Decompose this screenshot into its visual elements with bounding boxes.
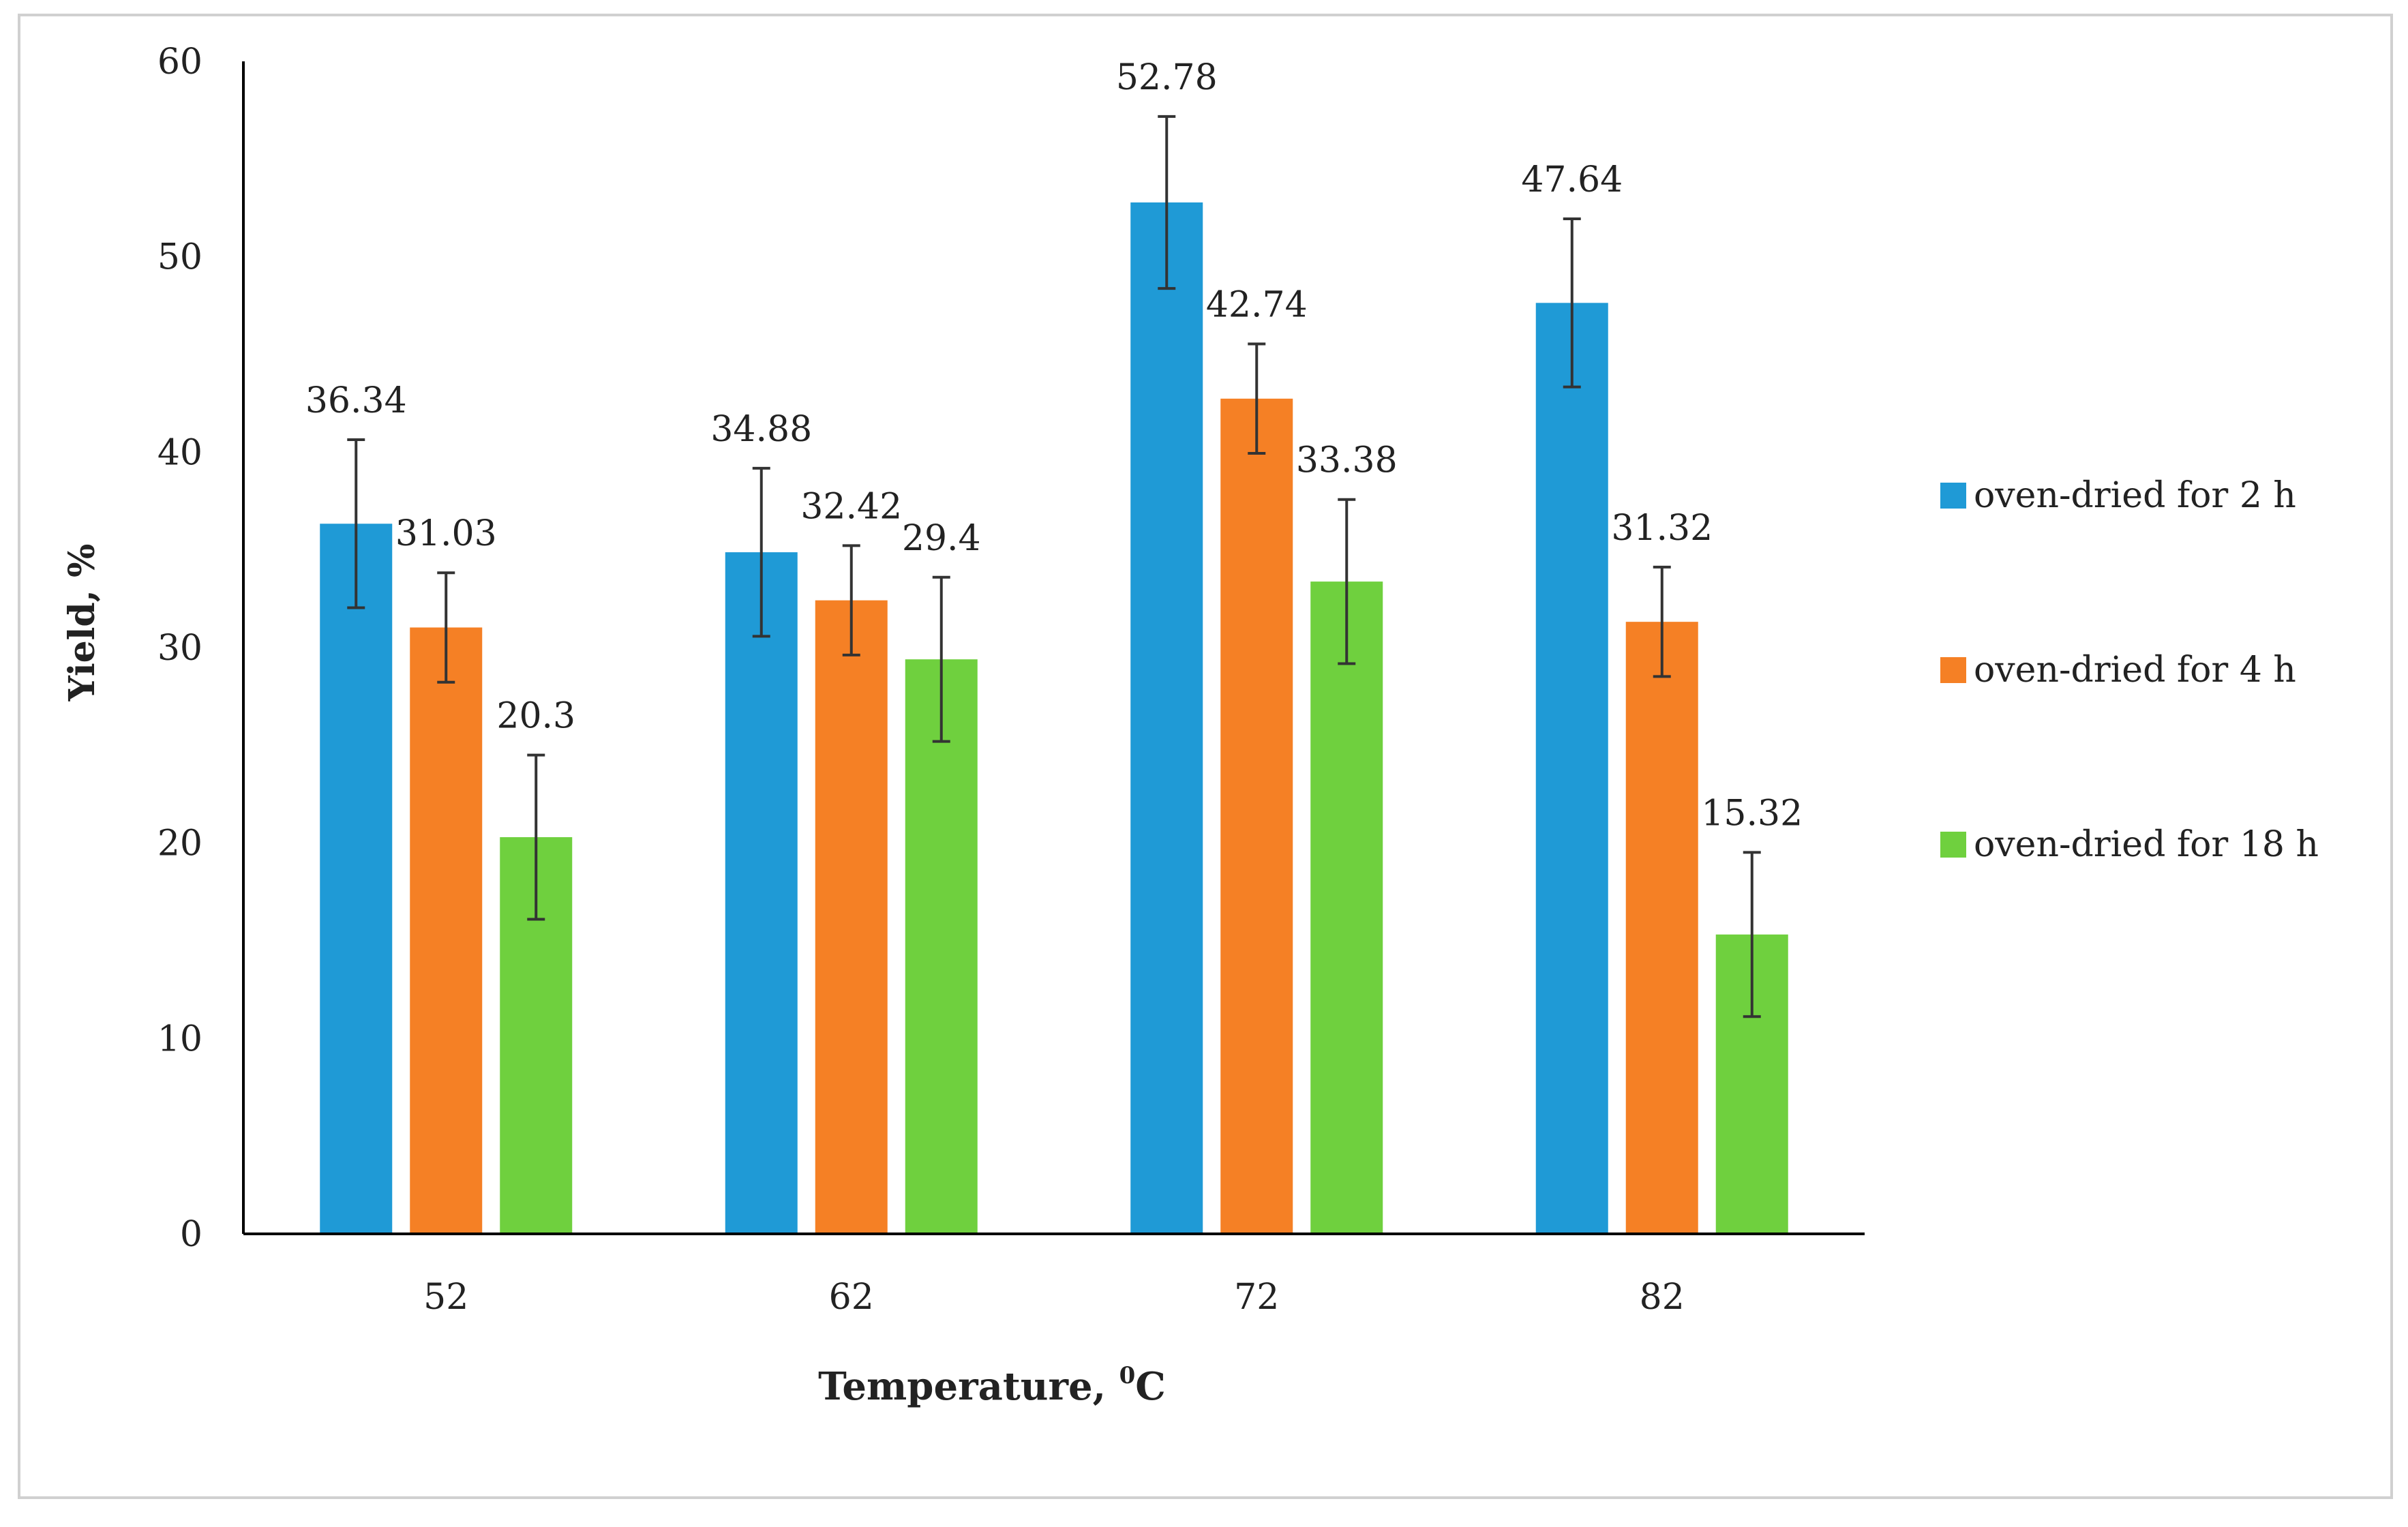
x-axis-title: Temperature, 0C (818, 1362, 1166, 1409)
data-label: 32.42 (800, 486, 902, 527)
legend-label: oven-dried for 4 h (1974, 650, 2296, 691)
data-label: 52.78 (1116, 57, 1218, 98)
bar (815, 600, 888, 1234)
x-tick-label: 82 (1640, 1277, 1685, 1318)
y-tick-label: 10 (157, 1018, 202, 1059)
bar (320, 524, 393, 1234)
data-label: 29.4 (902, 518, 981, 559)
x-tick-label: 52 (423, 1277, 468, 1318)
y-tick-label: 0 (180, 1214, 202, 1255)
y-tick-label: 50 (157, 237, 202, 278)
y-tick-label: 20 (157, 823, 202, 864)
data-label: 36.34 (305, 380, 407, 421)
y-tick-label: 60 (157, 42, 202, 82)
bar (1625, 622, 1698, 1234)
x-axis-title-superscript: 0 (1119, 1362, 1136, 1389)
y-axis-ticks: 0 10 20 30 40 50 60 (157, 42, 202, 1255)
data-label: 33.38 (1296, 440, 1398, 481)
x-tick-label: 72 (1234, 1277, 1279, 1318)
legend-swatch (1940, 832, 1966, 858)
y-axis-title: Yield, % (61, 544, 103, 702)
bar (1220, 398, 1293, 1235)
x-tick-label: 62 (829, 1277, 874, 1318)
bar (1310, 581, 1383, 1234)
data-label: 15.32 (1701, 793, 1803, 834)
data-label: 42.74 (1206, 285, 1308, 326)
bars-group (320, 202, 1788, 1235)
data-label: 31.03 (395, 513, 497, 554)
x-axis-ticks: 52 62 72 82 (423, 1277, 1685, 1318)
legend: oven-dried for 2 h oven-dried for 4 h oven… (1940, 475, 2319, 865)
bar (1535, 303, 1608, 1234)
data-label: 34.88 (710, 409, 812, 450)
legend-label: oven-dried for 18 h (1974, 824, 2319, 865)
error-bars-group (347, 115, 1761, 1018)
legend-swatch (1940, 483, 1966, 509)
bar (905, 659, 978, 1234)
x-axis-title-text: Temperature, (818, 1364, 1119, 1409)
bar (1130, 202, 1203, 1234)
bar (410, 627, 483, 1234)
data-label: 31.32 (1611, 508, 1713, 549)
y-tick-label: 40 (157, 432, 202, 473)
y-tick-label: 30 (157, 628, 202, 669)
data-label: 20.3 (496, 696, 575, 737)
legend-label: oven-dried for 2 h (1974, 475, 2296, 516)
bar (725, 552, 798, 1234)
legend-swatch (1940, 657, 1966, 683)
data-label: 47.64 (1521, 160, 1623, 200)
x-axis-title-unit: C (1135, 1364, 1166, 1409)
